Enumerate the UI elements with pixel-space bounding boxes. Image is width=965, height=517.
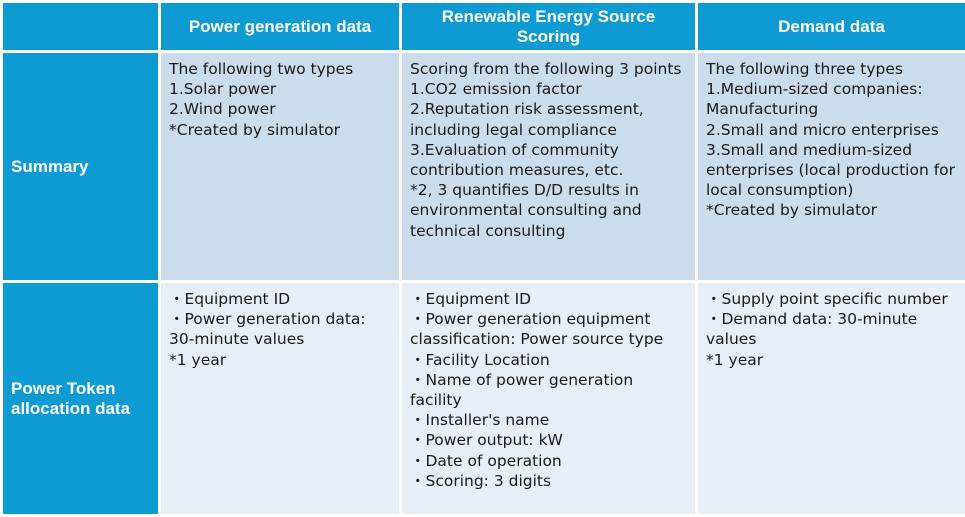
- text-line: ・Supply point specific number: [706, 290, 948, 308]
- text-line: 1.Medium-sized companies: Manufacturing: [706, 80, 923, 119]
- text-line: ・Equipment ID: [169, 290, 291, 308]
- text-line: ・Power generation data: 30-minute values: [169, 310, 366, 349]
- text-line: ・Installer's name: [410, 411, 550, 430]
- text-line: ・Facility Location: [410, 350, 550, 369]
- text-line: 3.Evaluation of community contribution m…: [410, 140, 624, 180]
- text-line: *Created by simulator: [706, 201, 877, 220]
- text-line: 2.Small and micro enterprises: [706, 120, 939, 139]
- text-line: *Created by simulator: [169, 120, 340, 139]
- text-line: 2.Reputation risk assessment, including …: [410, 100, 644, 139]
- row-header-summary: Summary: [3, 53, 158, 280]
- text-line: 2.Wind power: [169, 100, 276, 119]
- allocation-power-generation-cell: ・Equipment ID ・Power generation data: 30…: [161, 283, 399, 514]
- summary-demand-cell: The following three types 1.Medium-sized…: [698, 53, 965, 280]
- text-line: The following two types: [169, 60, 354, 78]
- column-header-demand: Demand data: [698, 3, 965, 50]
- summary-row: Summary The following two types 1.Solar …: [3, 53, 965, 280]
- text-line: ・Name of power generation facility: [410, 370, 634, 410]
- text-line: Scoring from the following 3 points: [410, 60, 682, 78]
- header-row: Power generation data Renewable Energy S…: [3, 3, 965, 50]
- text-line: ・Demand data: 30-minute values: [706, 310, 918, 349]
- text-line: ・Power output: kW: [410, 431, 563, 450]
- row-header-allocation: Power Token allocation data: [3, 283, 158, 514]
- text-line: ・Date of operation: [410, 451, 562, 470]
- summary-power-generation-cell: The following two types 1.Solar power 2.…: [161, 53, 399, 280]
- column-header-power-generation: Power generation data: [161, 3, 399, 50]
- text-line: 3.Small and medium-sized enterprises (lo…: [706, 140, 956, 200]
- text-line: 1.CO2 emission factor: [410, 80, 582, 99]
- allocation-renewable-scoring-cell: ・Equipment ID ・Power generation equipmen…: [402, 283, 695, 514]
- summary-renewable-scoring-cell: Scoring from the following 3 points 1.CO…: [402, 53, 695, 280]
- allocation-demand-cell: ・Supply point specific number ・Demand da…: [698, 283, 965, 514]
- allocation-row: Power Token allocation data ・Equipment I…: [3, 283, 965, 514]
- text-line: *1 year: [169, 350, 227, 369]
- column-header-renewable-scoring: Renewable Energy Source Scoring: [402, 3, 695, 50]
- corner-cell: [3, 3, 158, 50]
- text-line: The following three types: [706, 60, 903, 78]
- text-line: ・Power generation equipment classificati…: [410, 310, 664, 349]
- text-line: ・Scoring: 3 digits: [410, 471, 552, 490]
- text-line: *1 year: [706, 350, 764, 369]
- text-line: 1.Solar power: [169, 80, 277, 99]
- text-line: ・Equipment ID: [410, 290, 532, 308]
- text-line: *2, 3 quantifies D/D results in environm…: [410, 181, 642, 240]
